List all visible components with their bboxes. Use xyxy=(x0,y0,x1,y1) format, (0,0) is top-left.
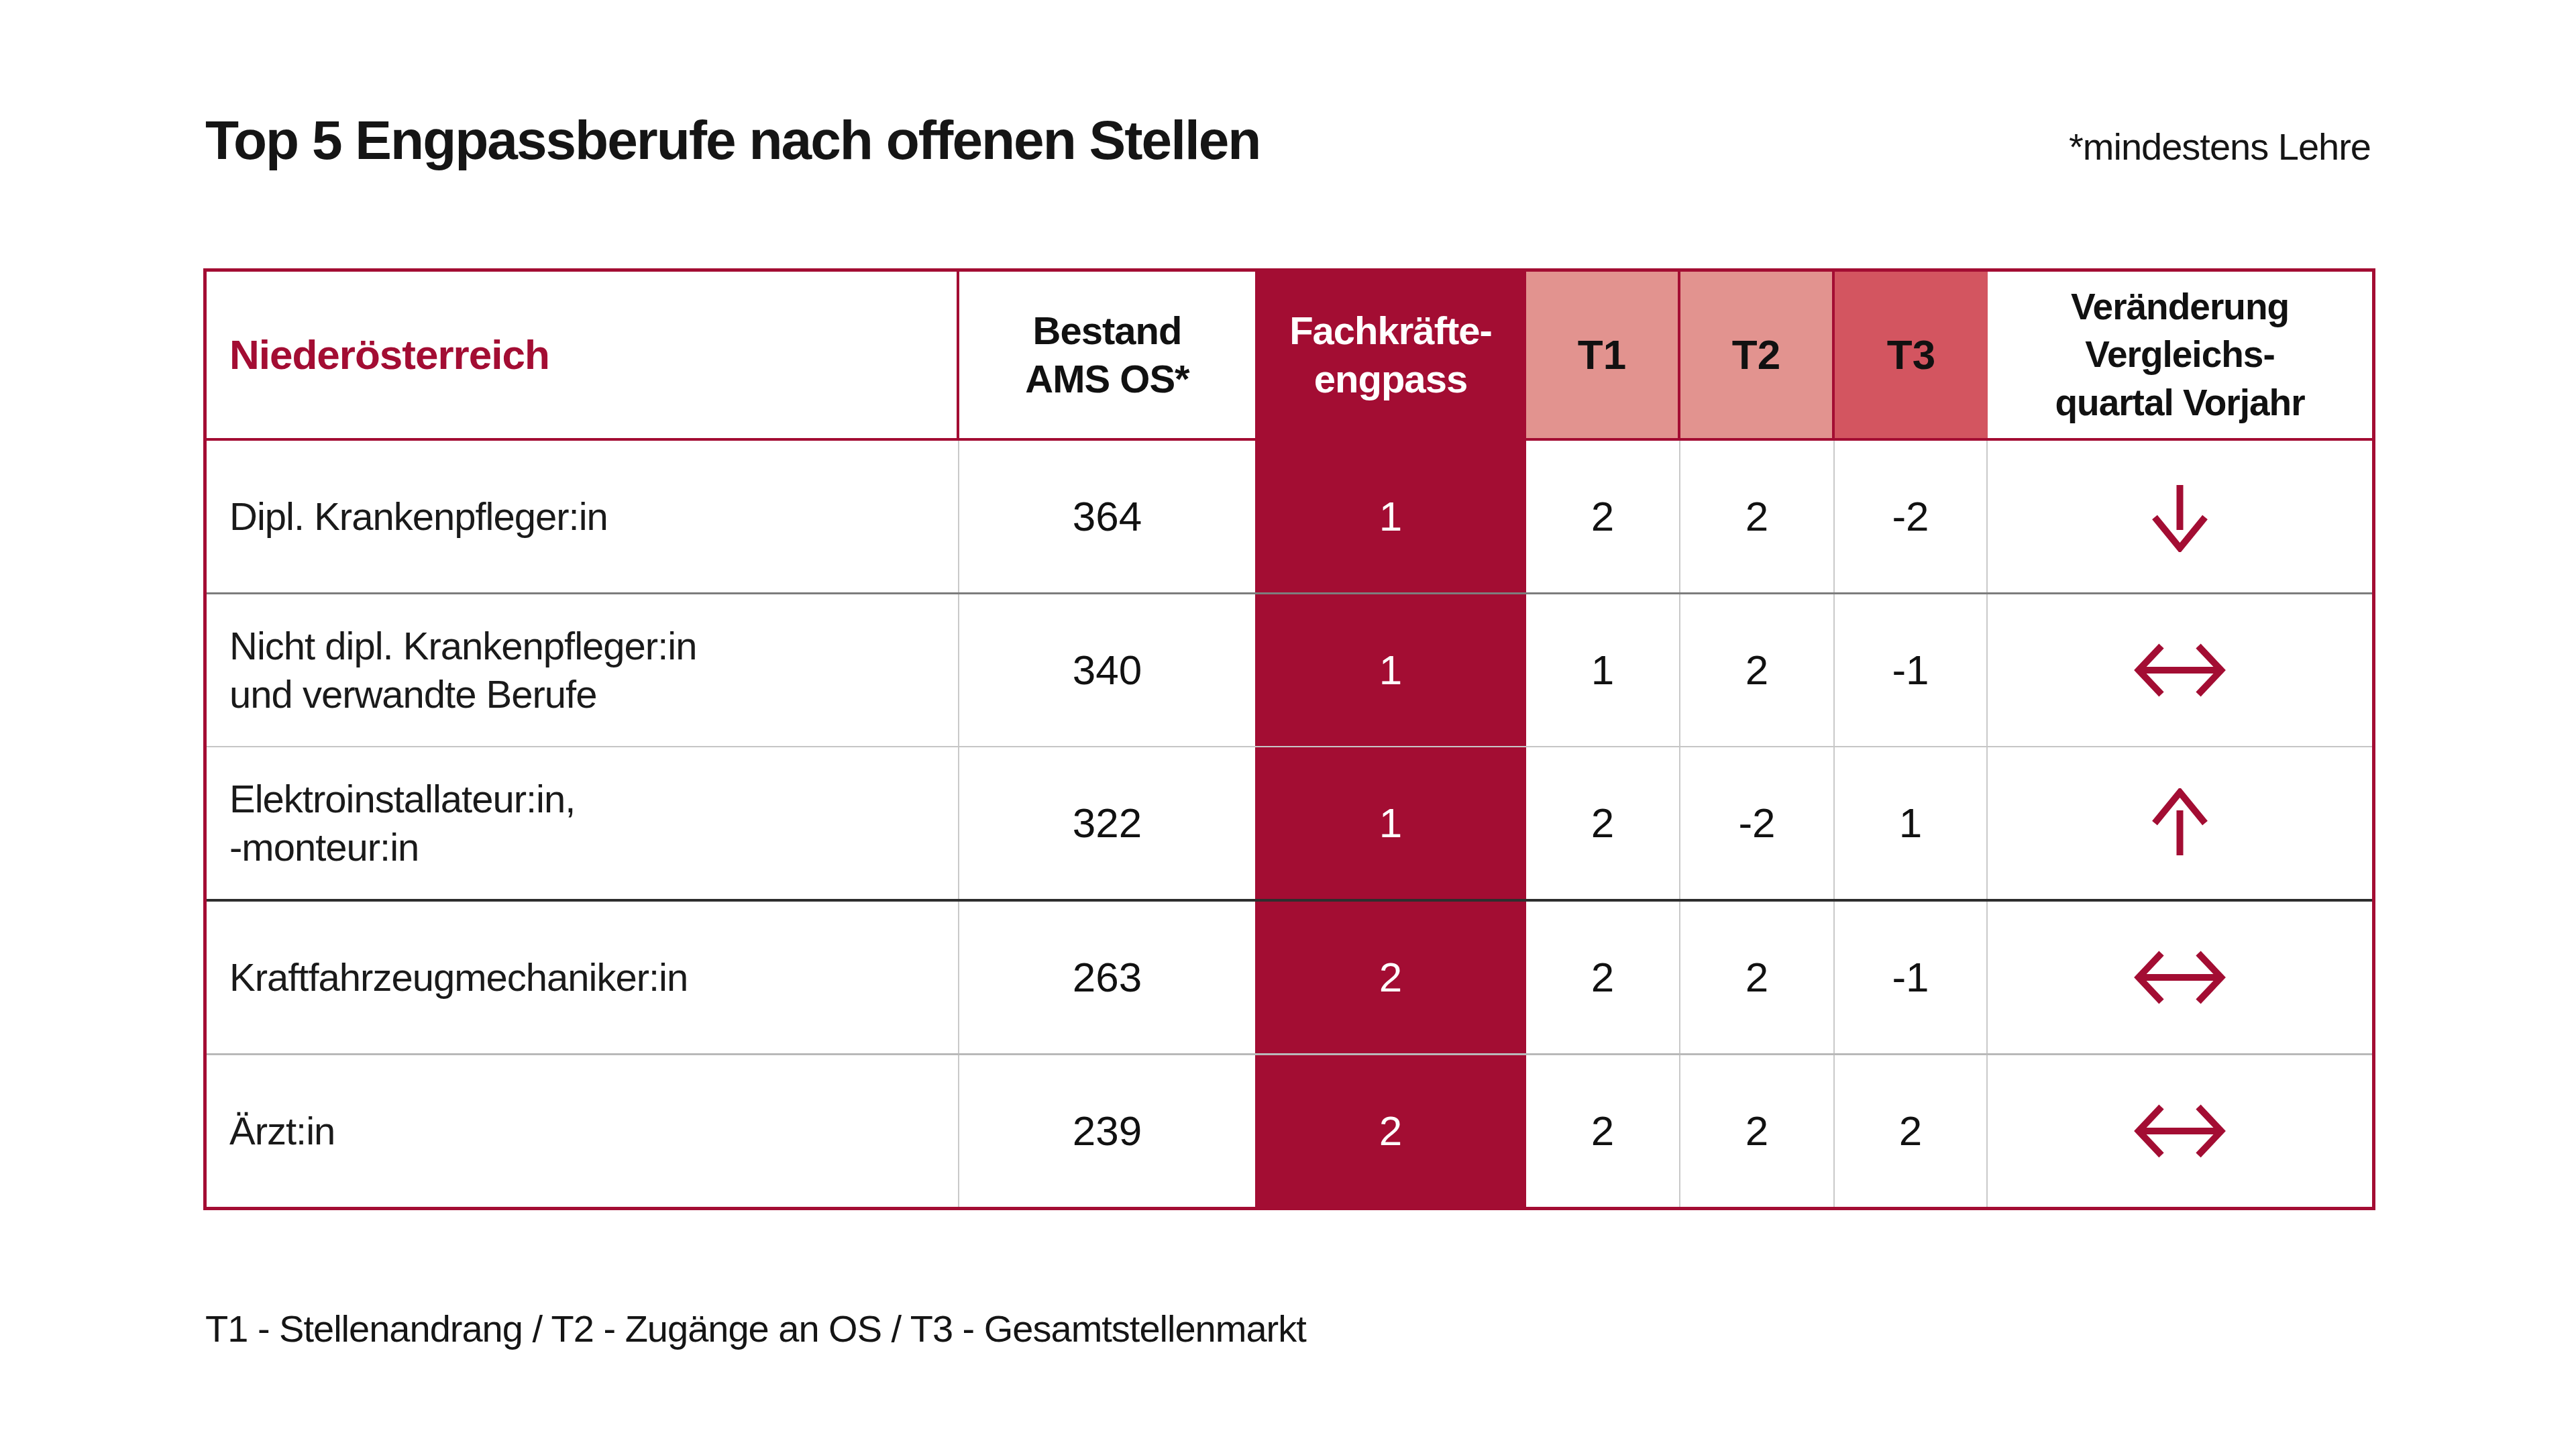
t1-value: 2 xyxy=(1526,441,1680,592)
beruf-label: Kraftfahrzeugmechaniker:in xyxy=(207,902,959,1053)
engpass-value: 1 xyxy=(1255,747,1526,899)
beruf-label: Nicht dipl. Krankenpfleger:in und verwan… xyxy=(207,594,959,746)
bestand-value: 239 xyxy=(959,1055,1255,1207)
table-row: Dipl. Krankenpfleger:in 364 1 2 2 -2 xyxy=(207,441,2372,592)
t3-value: 2 xyxy=(1835,1055,1988,1207)
header-veraenderung: Veränderung Vergleichs- quartal Vorjahr xyxy=(1988,272,2372,438)
arrow-down-icon xyxy=(2148,482,2212,552)
bestand-value: 322 xyxy=(959,747,1255,899)
table-row: Nicht dipl. Krankenpfleger:in und verwan… xyxy=(207,592,2372,746)
bestand-value: 263 xyxy=(959,902,1255,1053)
t2-value: 2 xyxy=(1680,594,1835,746)
t1-value: 2 xyxy=(1526,747,1680,899)
table-row: Elektroinstallateur:in, -monteur:in 322 … xyxy=(207,746,2372,899)
engpass-value: 1 xyxy=(1255,441,1526,592)
trend-cell xyxy=(1988,1055,2372,1207)
arrow-up-icon xyxy=(2148,788,2212,859)
engpass-value: 2 xyxy=(1255,902,1526,1053)
trend-cell xyxy=(1988,902,2372,1053)
t1-value: 2 xyxy=(1526,1055,1680,1207)
engpassberufe-table: Niederösterreich Bestand AMS OS* Fachkrä… xyxy=(203,268,2375,1210)
arrow-leftright-icon xyxy=(2132,949,2228,1006)
t3-value: -1 xyxy=(1835,902,1988,1053)
beruf-label: Dipl. Krankenpfleger:in xyxy=(207,441,959,592)
t2-value: 2 xyxy=(1680,1055,1835,1207)
t1-value: 1 xyxy=(1526,594,1680,746)
infographic-page: Top 5 Engpassberufe nach offenen Stellen… xyxy=(0,0,2576,1449)
bestand-value: 364 xyxy=(959,441,1255,592)
table-row: Kraftfahrzeugmechaniker:in 263 2 2 2 -1 xyxy=(207,899,2372,1053)
arrow-leftright-icon xyxy=(2132,641,2228,699)
bestand-value: 340 xyxy=(959,594,1255,746)
t3-value: -1 xyxy=(1835,594,1988,746)
footnote-lehre: *mindestens Lehre xyxy=(1744,125,2371,168)
legend-text: T1 - Stellenandrang / T2 - Zugänge an OS… xyxy=(205,1307,1306,1350)
beruf-label: Ärzt:in xyxy=(207,1055,959,1207)
header-region: Niederösterreich xyxy=(207,272,959,438)
t2-value: 2 xyxy=(1680,902,1835,1053)
t2-value: -2 xyxy=(1680,747,1835,899)
t2-value: 2 xyxy=(1680,441,1835,592)
header-t3: T3 xyxy=(1835,272,1988,438)
engpass-value: 2 xyxy=(1255,1055,1526,1207)
header-bestand: Bestand AMS OS* xyxy=(959,272,1255,438)
engpass-value: 1 xyxy=(1255,594,1526,746)
t3-value: 1 xyxy=(1835,747,1988,899)
header-t1: T1 xyxy=(1526,272,1680,438)
header-t2: T2 xyxy=(1680,272,1835,438)
trend-cell xyxy=(1988,594,2372,746)
header-fachkraefteengpass: Fachkräfte- engpass xyxy=(1255,272,1526,438)
t1-value: 2 xyxy=(1526,902,1680,1053)
table-row: Ärzt:in 239 2 2 2 2 xyxy=(207,1053,2372,1207)
page-title: Top 5 Engpassberufe nach offenen Stellen xyxy=(205,109,1260,172)
trend-cell xyxy=(1988,747,2372,899)
t3-value: -2 xyxy=(1835,441,1988,592)
trend-cell xyxy=(1988,441,2372,592)
beruf-label: Elektroinstallateur:in, -monteur:in xyxy=(207,747,959,899)
table-header-row: Niederösterreich Bestand AMS OS* Fachkrä… xyxy=(207,272,2372,441)
arrow-leftright-icon xyxy=(2132,1102,2228,1160)
